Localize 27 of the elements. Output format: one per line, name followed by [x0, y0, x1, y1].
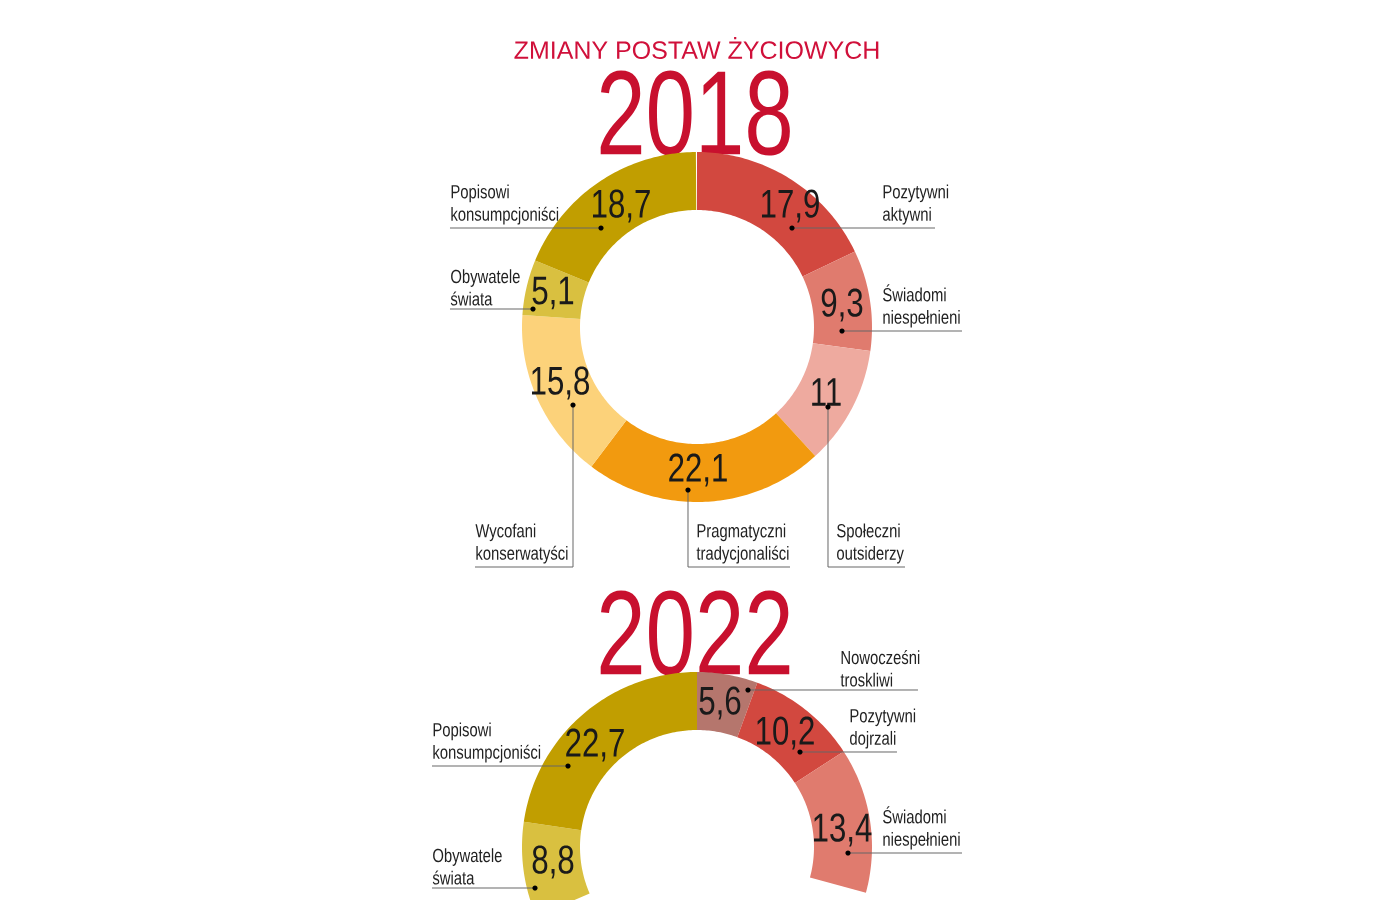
- slice-label: Pragmatyczni tradycjonaliści: [696, 523, 789, 564]
- data-label: 17,9: [762, 189, 819, 223]
- chart-title: ZMIANY POSTAW ŻYCIOWYCH: [514, 37, 879, 59]
- data-label: 11: [812, 378, 841, 406]
- slice-label: Świadomi niespełnieni: [883, 284, 960, 328]
- slice-label: Popisowi konsumpcjoniści: [433, 722, 541, 763]
- data-label: 10,2: [757, 716, 814, 750]
- slice-label: Społeczni outsiderzy: [837, 523, 904, 564]
- slice-label: Popisowi konsumpcjoniści: [451, 184, 559, 225]
- data-label: 22,7: [566, 728, 624, 762]
- data-label: 9,3: [821, 288, 863, 322]
- data-label: 5,1: [532, 276, 574, 310]
- data-label: 13,4: [814, 813, 872, 847]
- data-label: 22,1: [669, 453, 727, 487]
- data-label: 18,7: [593, 189, 650, 223]
- slice-label: Obywatele świata: [432, 848, 502, 885]
- slice-label: Pozytywni aktywni: [883, 184, 949, 225]
- slice-label: Nowocześni troskliwi: [840, 650, 920, 687]
- data-label: 5,6: [699, 686, 741, 720]
- chart-title: 2022: [600, 590, 790, 676]
- slice-label: Wycofani konserwatyści: [475, 523, 568, 564]
- data-label: 15,8: [532, 366, 589, 400]
- slice-label: Obywatele świata: [450, 269, 520, 306]
- data-label: 8,8: [532, 845, 574, 879]
- chart-subtitle: 2018: [600, 70, 790, 156]
- slice-label: Pozytywni dojrzali: [850, 708, 916, 749]
- slice-label: Świadomi niespełnieni: [883, 806, 960, 850]
